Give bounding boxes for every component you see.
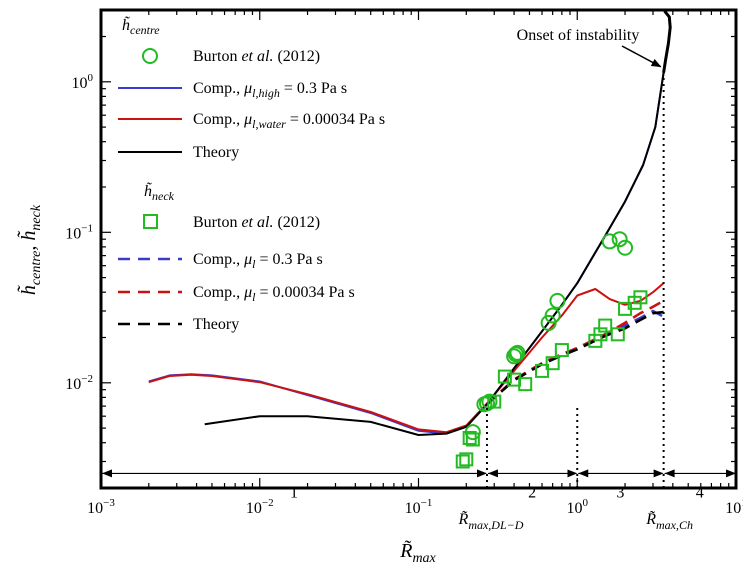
legend-marker-square <box>143 214 158 229</box>
legend-entry: Comp., μl,high = 0.3 Pa s <box>193 80 347 100</box>
data-point-square <box>535 363 550 378</box>
data-point-square <box>593 327 608 342</box>
axis-ticks <box>100 9 736 489</box>
legend: h̃centre Burton et al. (2012) Comp., μl,hi… <box>118 16 385 333</box>
data-point-circle <box>611 231 628 248</box>
data-point-square <box>497 369 512 384</box>
arrowhead-left <box>487 469 498 478</box>
x-tick-label: 101 <box>725 497 743 517</box>
annotations: 1 2 3 4 Onset of instability R̃max,DL−D R̃max,… <box>102 27 736 532</box>
data-point-square <box>545 356 560 371</box>
x-tick-label: 10−2 <box>246 497 274 517</box>
data-point-square <box>633 290 648 305</box>
onset-label: Onset of instability <box>517 27 640 44</box>
data-point-square <box>465 432 480 447</box>
data-markers <box>455 231 648 469</box>
arrowhead-left <box>664 469 675 478</box>
region-label: 3 <box>616 484 624 501</box>
x-tick-label: 100 <box>567 497 589 517</box>
data-point-square <box>455 454 470 469</box>
data-point-square <box>518 377 533 392</box>
data-point-circle <box>509 344 526 361</box>
data-point-square <box>487 394 502 409</box>
series-line-neck <box>486 310 664 406</box>
x-axis-title: R̃max <box>399 539 436 566</box>
series-line-neck <box>486 299 665 406</box>
axis-labels: 10−3 10−2 10−1 100 101 10−2 10−1 100 R̃max h̃cent… <box>16 72 743 566</box>
x-tick-label: 10−3 <box>87 497 115 517</box>
data-point-square <box>554 343 569 358</box>
region-label: 4 <box>696 484 704 501</box>
legend-entry: Comp., μl,water = 0.00034 Pa s <box>193 111 385 131</box>
x-tick-label: 10−1 <box>405 497 433 517</box>
onset-curve <box>662 10 672 73</box>
arrowhead-left <box>102 469 112 478</box>
data-point-square <box>459 452 474 467</box>
data-point-circle <box>478 395 495 412</box>
legend-entry: Theory <box>193 144 239 161</box>
legend-heading-neck: h̃neck <box>144 182 175 203</box>
onset-arrow <box>621 45 662 68</box>
legend-marker-circle <box>142 48 158 64</box>
data-point-square <box>462 430 477 445</box>
data-point-circle <box>506 348 523 365</box>
legend-entry: Theory <box>193 316 239 333</box>
legend-entry: Comp., μl = 0.00034 Pa s <box>193 284 355 304</box>
data-point-circle <box>617 239 634 256</box>
data-point-circle <box>507 346 524 363</box>
rmax-dl-d-label: R̃max,DL−D <box>458 510 524 532</box>
data-point-circle <box>601 233 618 250</box>
region-label: 2 <box>528 484 536 501</box>
legend-entry: Burton et al. (2012) <box>193 214 320 231</box>
legend-heading-centre: h̃centre <box>122 16 160 37</box>
y-tick-label: 100 <box>72 72 94 92</box>
legend-entry: Burton et al. (2012) <box>193 48 320 65</box>
series-line-centre <box>204 72 665 436</box>
series-line-centre <box>148 282 665 434</box>
y-tick-label: 10−1 <box>65 222 93 242</box>
arrowhead-left <box>578 469 589 478</box>
data-point-circle <box>549 292 566 309</box>
region-label: 1 <box>290 484 298 501</box>
data-point-square <box>598 318 613 333</box>
data-point-square <box>610 327 625 342</box>
legend-entry: Comp., μl = 0.3 Pa s <box>193 251 323 271</box>
rmax-ch-label: R̃max,Ch <box>645 510 693 532</box>
data-point-circle <box>544 307 561 324</box>
y-tick-label: 10−2 <box>65 373 93 393</box>
y-axis-title: h̃centre, h̃neck <box>16 204 44 295</box>
